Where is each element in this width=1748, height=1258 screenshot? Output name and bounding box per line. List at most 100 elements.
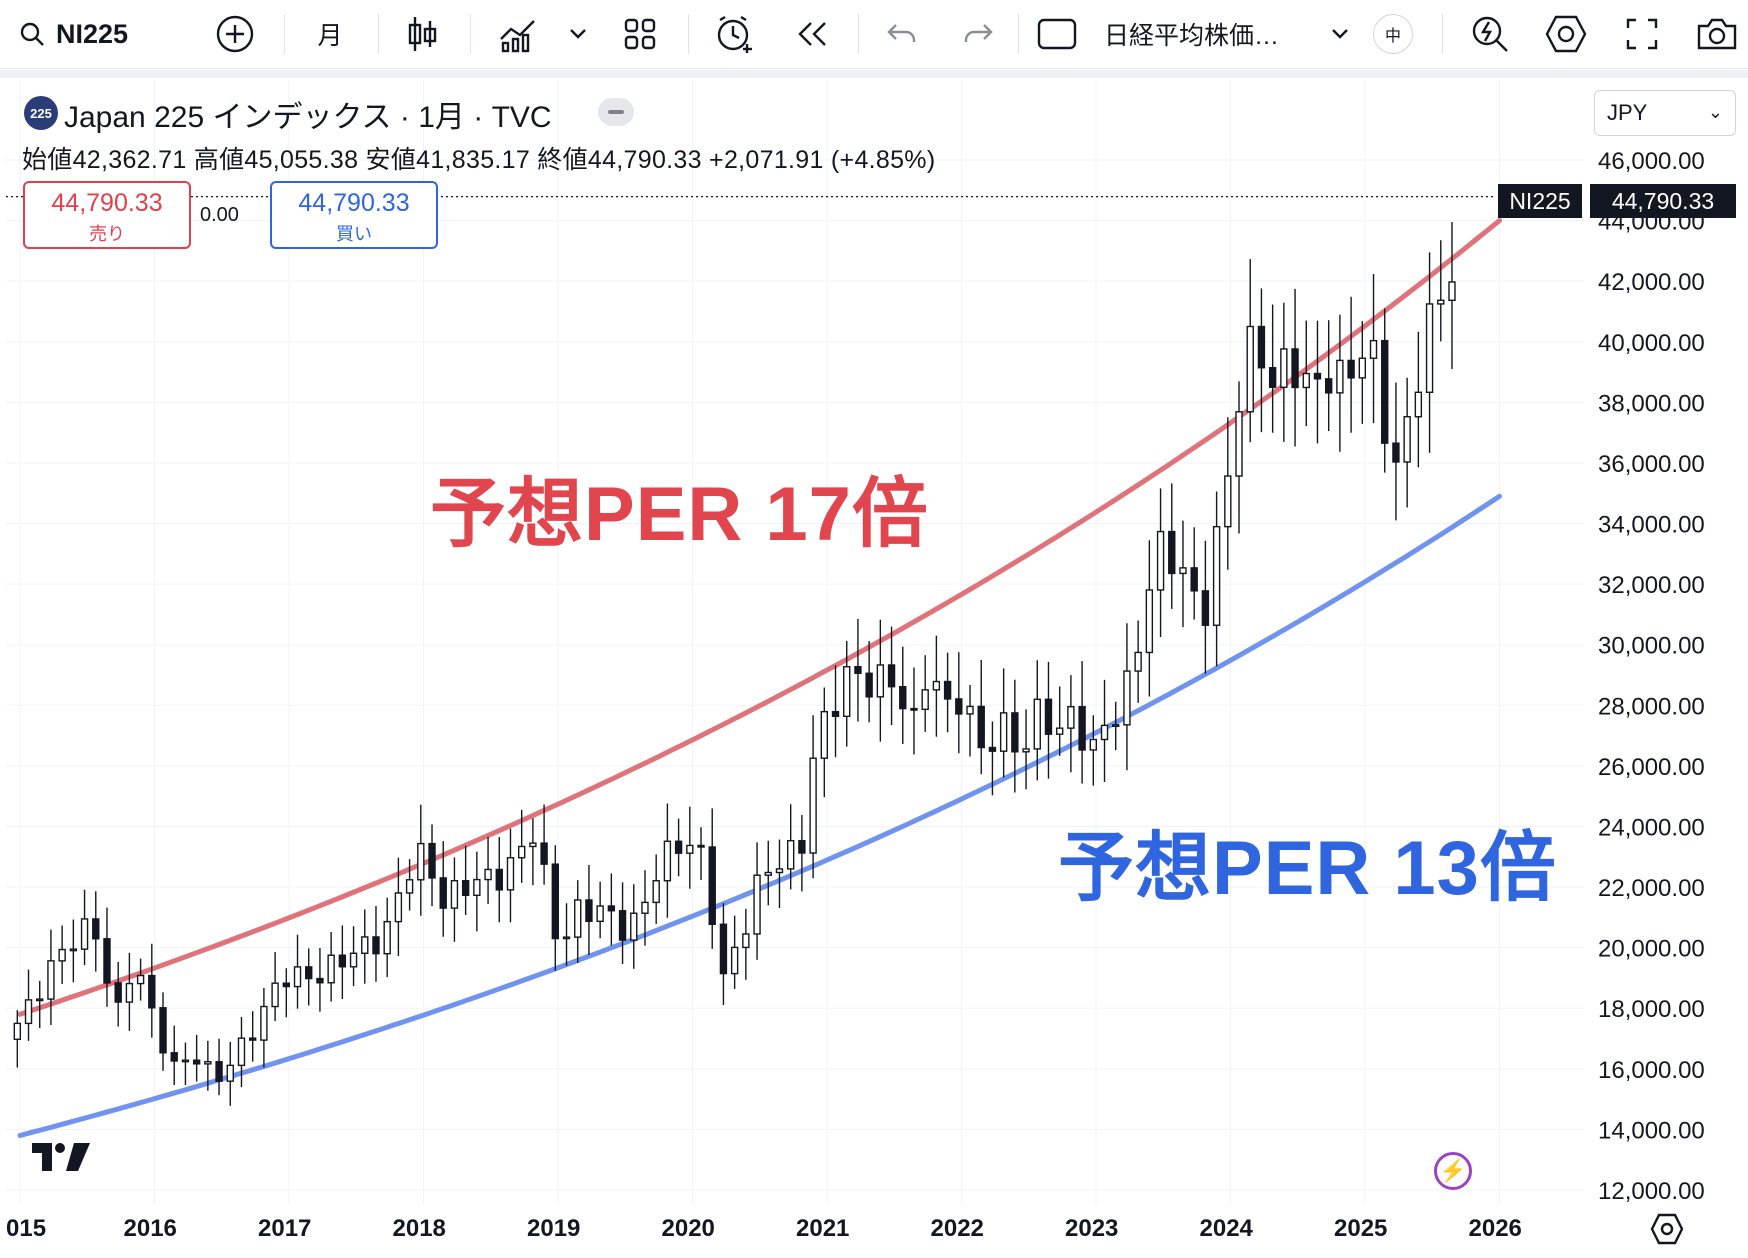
undo-button[interactable]	[884, 0, 920, 68]
candle-body	[652, 880, 660, 904]
candle-body	[226, 1064, 234, 1082]
candle-body	[764, 871, 772, 876]
candle-body	[843, 666, 851, 718]
candle-body	[461, 880, 470, 897]
buy-button[interactable]: 44,790.33 買い	[270, 181, 438, 249]
candle-body	[1448, 281, 1456, 301]
sell-button[interactable]: 44,790.33 売り	[23, 181, 191, 249]
candle-body	[305, 966, 313, 980]
lightning-icon[interactable]: ⚡	[1434, 1152, 1472, 1190]
candle-body	[574, 899, 582, 938]
candle-body	[686, 844, 694, 854]
price-chart[interactable]: 46,000.0044,000.0042,000.0040,000.0038,0…	[0, 78, 1748, 1258]
alert-button[interactable]	[712, 0, 758, 68]
fullscreen-icon	[1626, 18, 1658, 50]
candle-body	[1324, 378, 1333, 394]
toolbar-divider	[284, 14, 285, 54]
candle-body	[540, 842, 548, 865]
legend-collapse-button[interactable]	[598, 98, 634, 126]
tradingview-logo[interactable]	[30, 1138, 92, 1183]
last-price-tag: 44,790.33	[1590, 184, 1736, 218]
y-tick-label: 12,000.00	[1598, 1178, 1705, 1205]
chevron-down-icon: ⌄	[1707, 102, 1723, 122]
symbol-name: NI225	[56, 18, 129, 49]
indicator-template-button[interactable]	[1036, 0, 1078, 68]
candle-body	[495, 868, 503, 891]
candle-body	[1201, 590, 1210, 626]
candle-body	[47, 960, 55, 1000]
candle-body	[820, 710, 829, 759]
y-tick-label: 14,000.00	[1598, 1117, 1705, 1144]
indicator-name-dropdown[interactable]	[1326, 0, 1354, 68]
candle-body	[988, 746, 997, 752]
settings-button[interactable]	[1544, 0, 1588, 68]
candle-body	[1145, 589, 1154, 654]
search-icon	[20, 22, 44, 46]
toolbar-separator-strip	[0, 70, 1748, 78]
candle-body	[697, 844, 705, 848]
per17-annotation[interactable]: 予想PER 17倍	[430, 472, 929, 557]
candle-body	[719, 923, 728, 975]
chart-type-button[interactable]	[400, 0, 444, 68]
candle-body	[1347, 359, 1355, 379]
candle-body	[92, 918, 100, 940]
toolbar-divider	[688, 14, 689, 54]
candle-body	[103, 938, 111, 984]
candle-body	[1235, 411, 1243, 477]
y-tick-label: 16,000.00	[1598, 1057, 1705, 1084]
replay-button[interactable]	[792, 0, 832, 68]
candle-body	[730, 946, 739, 975]
buy-label: 買い	[336, 224, 372, 244]
candle-body	[1268, 367, 1277, 388]
layouts-button[interactable]	[620, 0, 660, 68]
indicators-button[interactable]	[496, 0, 540, 68]
y-tick-label: 24,000.00	[1598, 814, 1705, 841]
candle-body	[428, 842, 436, 879]
fullscreen-button[interactable]	[1620, 0, 1664, 68]
candle-body	[1313, 372, 1322, 380]
candle-body	[1156, 530, 1165, 591]
candle-body	[854, 666, 862, 674]
symbol-logo: 225	[24, 96, 58, 130]
candle-body	[1437, 299, 1445, 305]
candle-body	[809, 757, 817, 854]
candle-body	[517, 845, 526, 859]
symbol-search[interactable]: NI225	[18, 0, 158, 68]
sell-price: 44,790.33	[51, 189, 163, 217]
x-tick-label: 2018	[393, 1215, 446, 1242]
candle-body	[170, 1052, 178, 1062]
indicators-dropdown[interactable]	[566, 0, 590, 68]
candle-body	[338, 954, 347, 968]
candle-body	[361, 936, 369, 954]
candle-body	[271, 982, 279, 1008]
square-icon	[1037, 18, 1077, 50]
indicator-name[interactable]: 日経平均株価…	[1104, 22, 1280, 50]
screenshot-button[interactable]	[1694, 0, 1740, 68]
toolbar-divider	[470, 14, 471, 54]
ohlc-values: 始値42,362.71 高値45,055.38 安値41,835.17 終値44…	[22, 146, 936, 174]
candle-body	[114, 982, 122, 1003]
camera-icon	[1697, 18, 1737, 50]
redo-icon	[964, 24, 993, 42]
per13-annotation[interactable]: 予想PER 13倍	[1058, 826, 1557, 911]
candle-body	[708, 846, 716, 925]
buy-price: 44,790.33	[298, 189, 410, 217]
candle-body	[1246, 325, 1254, 413]
candle-body	[1190, 567, 1198, 592]
quick-search-button[interactable]	[1468, 0, 1512, 68]
candle-body	[742, 933, 750, 949]
currency-select[interactable]: JPY ⌄	[1594, 90, 1736, 136]
redo-button[interactable]	[960, 0, 996, 68]
candle-body	[1134, 651, 1142, 672]
axis-settings-button[interactable]	[1650, 1212, 1684, 1246]
add-symbol-button[interactable]	[212, 0, 258, 68]
interval-button[interactable]: 月	[317, 22, 343, 50]
candle-body	[383, 920, 391, 955]
language-button[interactable]: 中	[1372, 0, 1414, 68]
candle-body	[248, 1037, 257, 1041]
candle-body	[69, 948, 78, 952]
y-tick-label: 42,000.00	[1598, 269, 1705, 296]
x-tick-label: 2019	[527, 1215, 580, 1242]
legend-title: Japan 225 インデックス · 1月 · TVC	[64, 101, 552, 134]
candle-body	[798, 839, 806, 854]
